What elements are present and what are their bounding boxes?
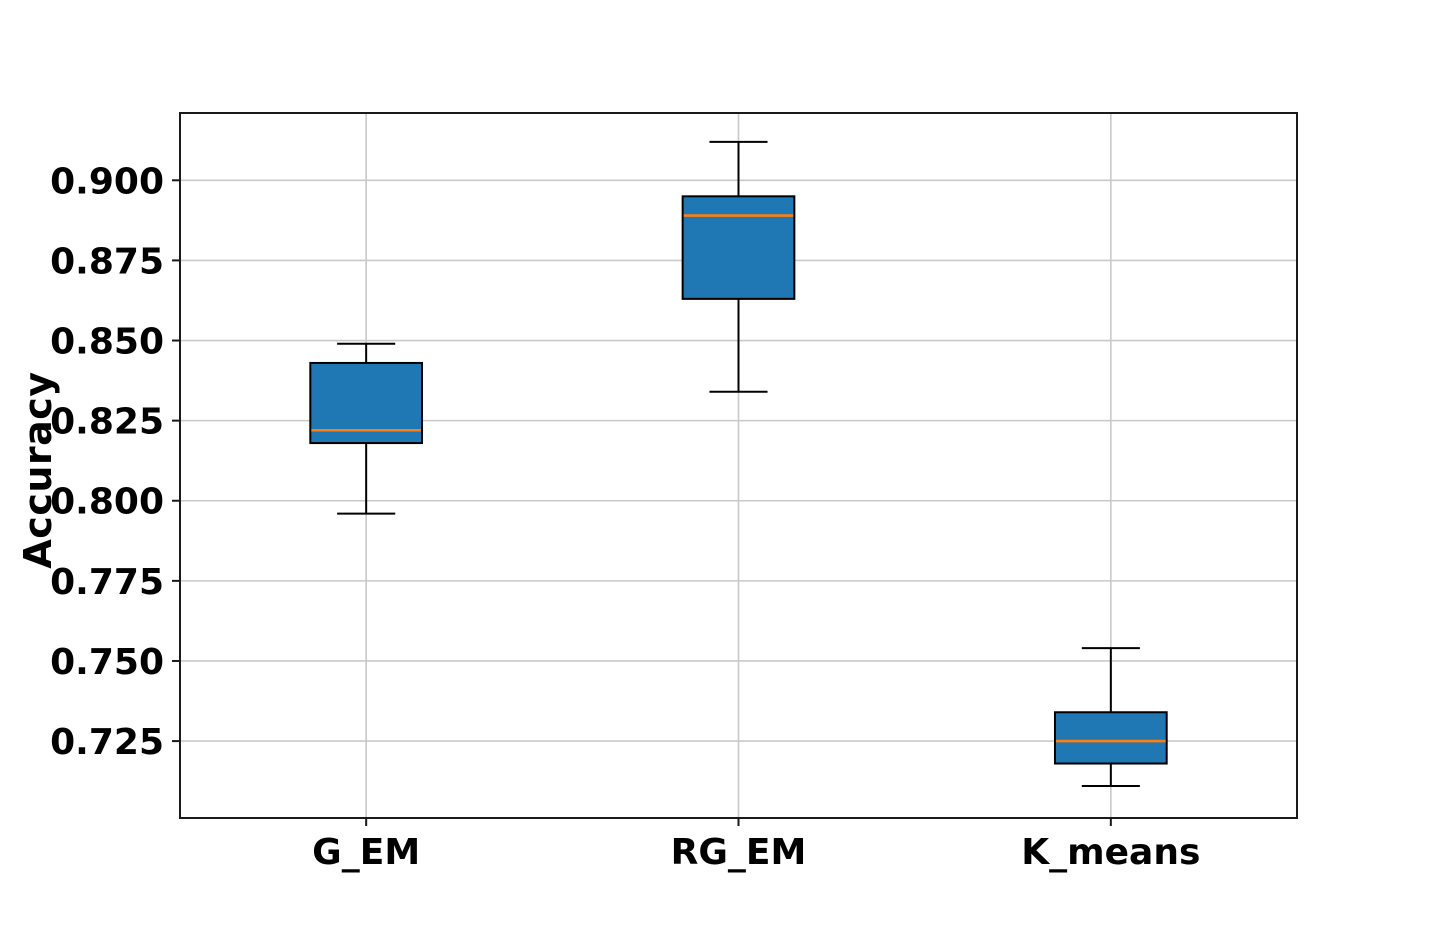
box-RG_EM bbox=[681, 195, 796, 300]
x-tick-label-RG_EM: RG_EM bbox=[671, 832, 807, 873]
y-tick-label: 0.800 bbox=[50, 482, 164, 523]
y-tick-label: 0.750 bbox=[50, 642, 164, 683]
y-tick-label: 0.875 bbox=[50, 241, 164, 282]
box-K_means bbox=[1053, 711, 1168, 765]
y-tick-label: 0.900 bbox=[50, 161, 164, 202]
y-axis-label: Accuracy bbox=[16, 371, 60, 569]
y-tick-label: 0.725 bbox=[50, 722, 164, 763]
x-tick-label-K_means: K_means bbox=[1021, 832, 1200, 873]
x-tick-label-G_EM: G_EM bbox=[312, 832, 420, 873]
y-tick-label: 0.825 bbox=[50, 402, 164, 443]
y-tick-label: 0.850 bbox=[50, 321, 164, 362]
y-tick-label: 0.775 bbox=[50, 562, 164, 603]
